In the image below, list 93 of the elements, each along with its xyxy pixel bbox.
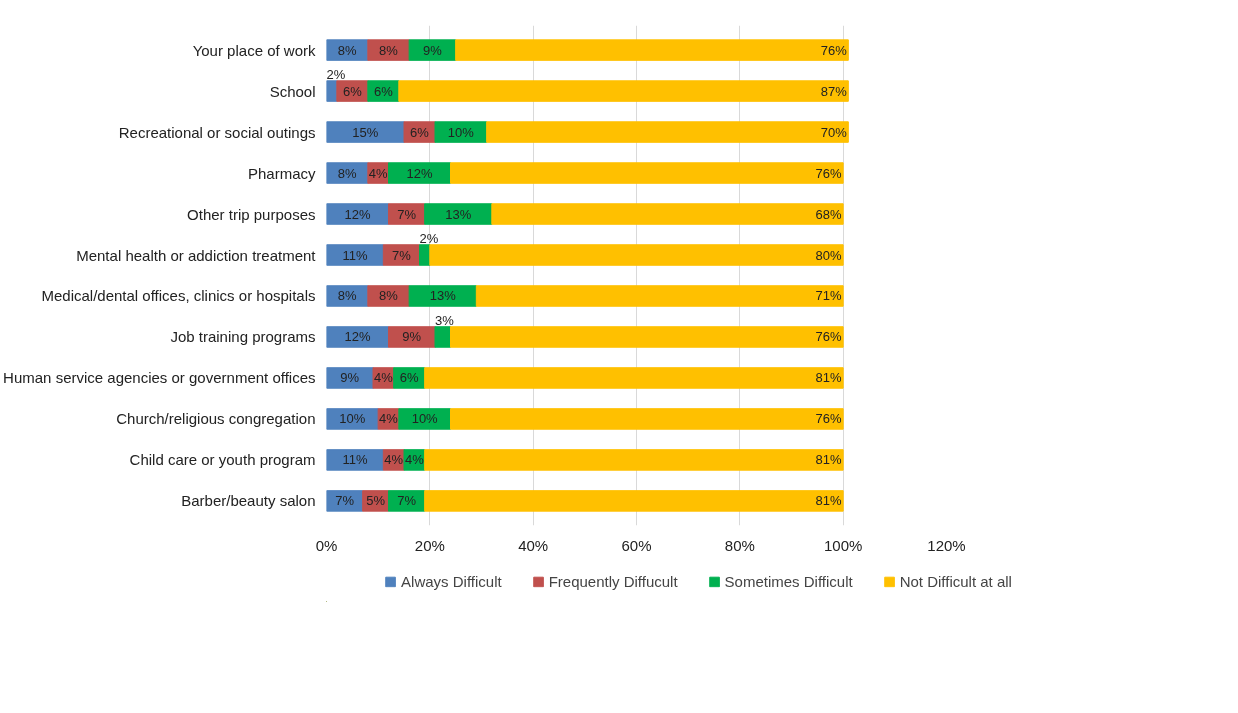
bar	[455, 39, 849, 61]
data-label: 6%	[410, 124, 430, 140]
y-tick-label: Barber/beauty salon	[181, 492, 316, 510]
data-label: 7%	[335, 493, 355, 509]
legend-label: Always Difficult	[401, 572, 502, 590]
bar	[326, 449, 384, 471]
bar	[450, 162, 844, 184]
data-label: 4%	[404, 452, 425, 468]
data-label: 71%	[815, 288, 843, 304]
data-label: 9%	[402, 329, 422, 345]
bar	[424, 449, 844, 471]
data-label: 12%	[344, 329, 371, 345]
y-tick-label: Other trip purposes	[187, 205, 316, 223]
data-label: 7%	[397, 206, 417, 222]
y-tick-label: Recreational or social outings	[118, 123, 316, 141]
data-label: 4%	[368, 165, 388, 181]
y-tick-label: School	[269, 82, 316, 100]
data-label: 81%	[815, 493, 843, 509]
bar	[491, 203, 844, 225]
data-label: 68%	[815, 206, 843, 222]
data-label: 12%	[344, 206, 371, 222]
y-tick-label: Medical/dental offices, clinics or hospitals	[41, 287, 316, 305]
y-tick-label: Child care or youth program	[129, 451, 316, 469]
x-tick-label: 80%	[724, 536, 755, 554]
y-tick-label: Your place of work	[192, 41, 316, 59]
data-label: 10%	[411, 411, 439, 427]
bar	[450, 408, 844, 430]
y-tick-label: Mental health or addiction treatment	[76, 246, 317, 264]
bar	[326, 326, 389, 348]
bar	[475, 285, 844, 307]
bar	[424, 203, 493, 225]
data-label: 7%	[397, 493, 417, 509]
y-tick-label: Human service agencies or government offices	[3, 369, 316, 387]
data-label: 80%	[815, 247, 843, 263]
bar	[429, 244, 844, 266]
bar	[424, 490, 844, 512]
bar	[398, 80, 849, 102]
x-tick-label: 60%	[621, 536, 652, 554]
legend-label: Not Difficult at all	[899, 572, 1012, 590]
data-label: 13%	[429, 288, 457, 304]
data-label: 11%	[342, 452, 368, 468]
data-label: 6%	[342, 83, 363, 99]
legend-label: Frequently Diffucult	[548, 572, 678, 590]
data-label: 11%	[342, 247, 368, 263]
data-label: 3%	[435, 313, 455, 329]
x-tick-label: 40%	[518, 536, 549, 554]
x-tick-label: 0%	[315, 536, 338, 554]
data-label: 2%	[419, 231, 439, 247]
bar	[326, 121, 405, 143]
data-label: 8%	[337, 42, 357, 58]
y-tick-label: Job training programs	[170, 328, 316, 346]
bar	[388, 162, 451, 184]
data-label: 13%	[445, 206, 472, 222]
bar	[419, 244, 431, 266]
data-label: 81%	[815, 452, 843, 468]
data-label: 6%	[373, 83, 394, 99]
data-label: 8%	[379, 42, 399, 58]
data-label: 8%	[337, 288, 357, 304]
bar	[326, 203, 389, 225]
y-tick-label: Church/religious congregation	[116, 410, 316, 428]
data-label: 8%	[337, 165, 357, 181]
data-label: 76%	[815, 411, 843, 427]
data-label: 7%	[392, 247, 412, 263]
data-label: 15%	[352, 124, 379, 140]
data-label: 9%	[423, 42, 443, 58]
data-label: 12%	[406, 165, 433, 181]
data-label: 4%	[379, 411, 399, 427]
data-label: 2%	[326, 67, 346, 83]
data-label: 6%	[399, 370, 419, 386]
x-tick-label: 100%	[823, 536, 863, 554]
bar	[434, 326, 451, 348]
y-tick-label: Pharmacy	[247, 164, 316, 182]
data-label: 4%	[384, 452, 404, 468]
bar	[408, 285, 477, 307]
data-label: 76%	[815, 165, 843, 181]
data-label: 8%	[379, 288, 399, 304]
data-label: 10%	[339, 411, 366, 427]
x-tick-label: 120%	[927, 536, 966, 554]
bar	[486, 121, 849, 143]
data-label: 76%	[815, 329, 843, 345]
data-label: 10%	[447, 124, 475, 140]
bar	[424, 367, 844, 389]
bar	[326, 244, 384, 266]
data-label: 9%	[340, 370, 360, 386]
bar	[450, 326, 844, 348]
x-tick-label: 20%	[414, 536, 445, 554]
data-label: 4%	[373, 370, 394, 386]
data-label: 81%	[815, 370, 843, 386]
data-label: 5%	[366, 493, 386, 509]
data-label: 70%	[820, 124, 848, 140]
data-label: 87%	[820, 83, 848, 99]
legend-label: Sometimes Difficult	[724, 572, 853, 590]
data-label: 76%	[820, 42, 848, 58]
